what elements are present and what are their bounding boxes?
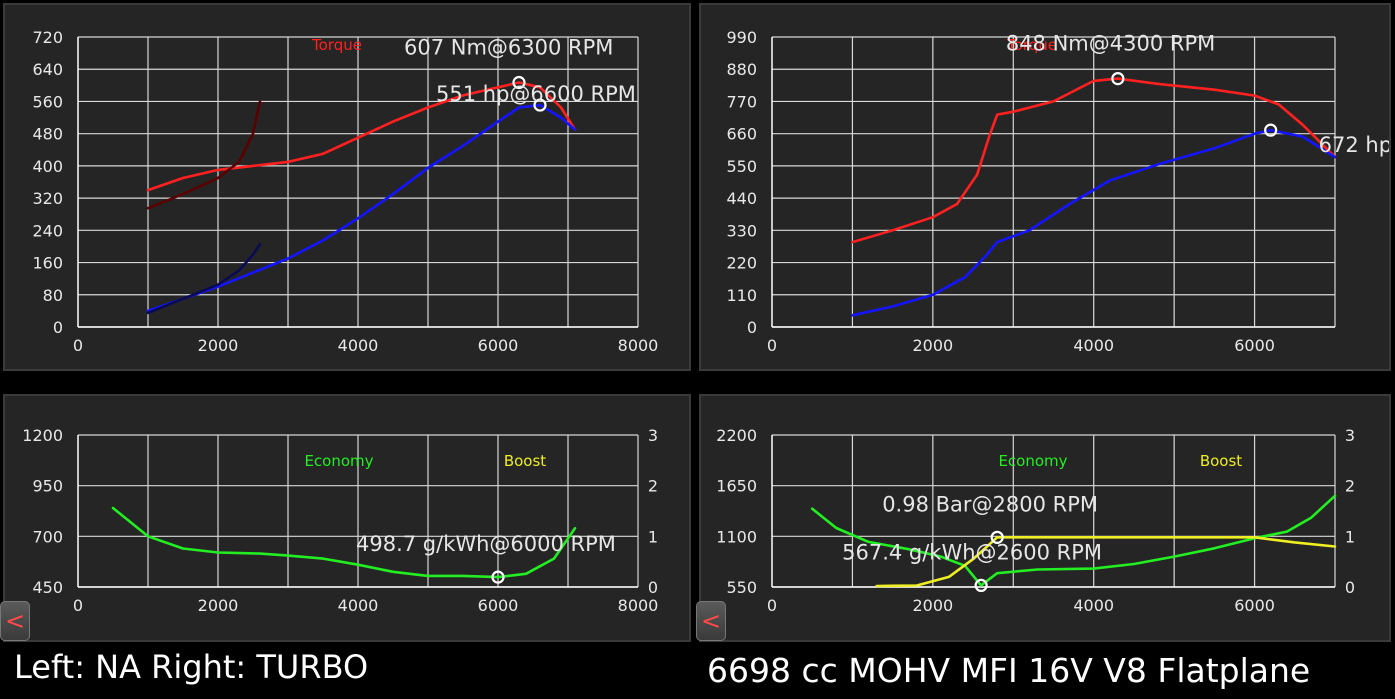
peak-label: 848 Nm@4300 RPM <box>1006 32 1215 56</box>
y2-tick-label: 3 <box>648 426 658 445</box>
legend-torque: Torque <box>1006 36 1057 54</box>
y2-tick-label: 0 <box>1345 578 1355 597</box>
legend-boost: Boost <box>1200 452 1242 470</box>
y-tick-label: 2200 <box>716 426 757 445</box>
y-tick-label: 440 <box>726 189 757 208</box>
y-tick-label: 160 <box>32 254 63 273</box>
x-tick-label: 2000 <box>198 336 239 355</box>
peak-marker <box>533 98 547 112</box>
peak-label: 567.4 g/kWh@2600 RPM <box>842 540 1102 564</box>
peak-label: 498.7 g/kWh@6000 RPM <box>356 532 616 556</box>
y2-tick-label: 1 <box>1345 527 1355 546</box>
series-line-legacy_torque <box>146 100 262 210</box>
peak-marker <box>1264 123 1278 137</box>
peak-marker <box>512 75 526 90</box>
back-button-left[interactable]: < <box>0 601 30 641</box>
peak-label: 551 hp@6600 RPM <box>436 82 636 106</box>
y-tick-label: 950 <box>32 477 63 496</box>
legend-torque: Torque <box>311 36 362 54</box>
x-tick-label: 4000 <box>1073 596 1114 615</box>
caption-left: Left: NA Right: TURBO <box>14 648 369 686</box>
y-tick-label: 1100 <box>716 527 757 546</box>
y-tick-label: 560 <box>32 92 63 111</box>
y2-tick-label: 3 <box>1345 426 1355 445</box>
series-line-torque <box>851 77 1337 244</box>
y-tick-label: 660 <box>726 125 757 144</box>
x-tick-label: 6000 <box>1234 336 1275 355</box>
y-tick-label: 550 <box>726 157 757 176</box>
x-tick-label: 6000 <box>478 336 519 355</box>
peak-label: 0.98 Bar@2800 RPM <box>882 492 1098 516</box>
y-tick-label: 110 <box>726 286 757 305</box>
y-tick-label: 0 <box>53 318 63 337</box>
y-tick-label: 320 <box>32 189 63 208</box>
y2-tick-label: 1 <box>648 527 658 546</box>
y-tick-label: 450 <box>32 578 63 597</box>
y-tick-label: 400 <box>32 157 63 176</box>
x-tick-label: 0 <box>767 596 777 615</box>
y-tick-label: 550 <box>726 578 757 597</box>
y2-tick-label: 0 <box>648 578 658 597</box>
na-economy-svg: 1200 950 700 450 3 2 1 0 0 2000 4000 6000 8000 Econom… <box>22 426 659 615</box>
x-tick-label: 2000 <box>912 336 953 355</box>
series-line-economy <box>111 506 577 579</box>
peak-label: 607 Nm@6300 RPM <box>404 36 613 60</box>
legend-economy: Economy <box>998 452 1067 470</box>
x-tick-label: 8000 <box>618 336 659 355</box>
y-tick-label: 1200 <box>22 426 63 445</box>
y-tick-label: 480 <box>32 125 63 144</box>
peak-marker <box>974 578 988 592</box>
peak-marker <box>1111 71 1125 86</box>
turbo-power-chart-panel: 990 880 770 660 550 440 330 220 110 0 0 2000 4000 600… <box>699 3 1391 371</box>
series-line-power <box>146 103 577 313</box>
turbo-economy-chart-panel: 2200 1650 1100 550 3 2 1 0 0 2000 4000 6000 Economy B… <box>699 394 1391 642</box>
y-tick-label: 80 <box>43 286 63 305</box>
y-tick-label: 720 <box>32 28 63 47</box>
y2-tick-label: 2 <box>1345 477 1355 496</box>
series-line-economy <box>810 494 1337 587</box>
y-tick-label: 220 <box>726 254 757 273</box>
x-tick-label: 4000 <box>338 596 379 615</box>
turbo-power-svg: 990 880 770 660 550 440 330 220 110 00 2000 4000 600… <box>726 28 1389 355</box>
y-tick-label: 240 <box>32 221 63 240</box>
y-tick-label: 330 <box>726 221 757 240</box>
x-tick-label: 6000 <box>1234 596 1275 615</box>
x-tick-label: 0 <box>767 336 777 355</box>
back-button-right[interactable]: < <box>696 601 726 641</box>
x-tick-label: 2000 <box>198 596 239 615</box>
caption-right: 6698 cc MOHV MFI 16V V8 Flatplane <box>707 651 1311 690</box>
x-tick-label: 0 <box>73 596 83 615</box>
legend-boost: Boost <box>504 452 546 470</box>
na-power-chart-panel: 720 640 560 480 400 320 240 160 80 0 0 2000 4000 6000… <box>3 3 691 371</box>
y2-tick-label: 2 <box>648 477 658 496</box>
peak-label: 672 hp@6200 RPM <box>1319 133 1389 157</box>
peak-marker <box>990 530 1004 544</box>
series-line-legacy_power <box>146 243 262 315</box>
y-tick-label: 640 <box>32 60 63 79</box>
x-tick-label: 8000 <box>618 596 659 615</box>
turbo-economy-svg: 2200 1650 1100 550 3 2 1 0 0 2000 4000 6000 Economy B… <box>716 426 1355 615</box>
y-tick-label: 880 <box>726 60 757 79</box>
y-tick-label: 0 <box>747 318 757 337</box>
x-tick-label: 6000 <box>478 596 519 615</box>
y-tick-label: 990 <box>726 28 757 47</box>
x-tick-label: 4000 <box>1073 336 1114 355</box>
y-tick-label: 1650 <box>716 477 757 496</box>
series-line-boost <box>875 536 1337 588</box>
y-tick-label: 700 <box>32 527 63 546</box>
legend-economy: Economy <box>304 452 373 470</box>
x-tick-label: 2000 <box>912 596 953 615</box>
x-tick-label: 4000 <box>338 336 379 355</box>
peak-marker <box>491 570 505 584</box>
y-tick-label: 770 <box>726 92 757 111</box>
na-economy-chart-panel: 1200 950 700 450 3 2 1 0 0 2000 4000 6000 8000 Econom… <box>3 394 691 642</box>
x-tick-label: 0 <box>73 336 83 355</box>
